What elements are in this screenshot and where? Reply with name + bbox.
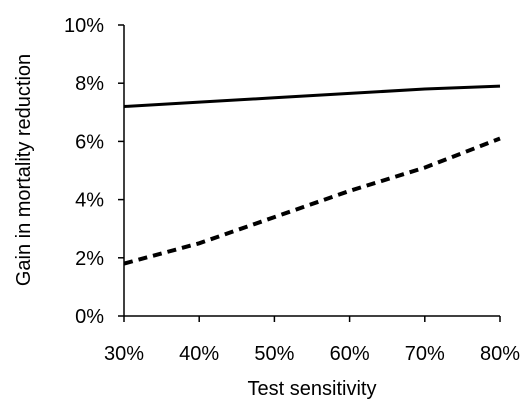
y-axis-title: Gain in mortality reduction: [13, 54, 35, 286]
y-tick-label: 6%: [75, 131, 104, 153]
x-axis-title: Test sensitivity: [248, 378, 377, 400]
series-line-dashed: [123, 136, 501, 266]
x-ticks: 30% 40% 50% 60% 70% 80%: [104, 316, 520, 365]
x-tick-label: 50%: [254, 343, 294, 365]
x-tick-label: 80%: [480, 343, 520, 365]
x-tick-label: 60%: [330, 343, 370, 365]
y-ticks: 0% 2% 4% 6% 8% 10%: [64, 15, 124, 328]
y-tick-label: 0%: [75, 306, 104, 328]
series-line-solid: [123, 84, 501, 108]
y-tick-label: 8%: [75, 73, 104, 95]
y-tick-label: 10%: [64, 15, 104, 37]
y-tick-label: 4%: [75, 190, 104, 212]
x-tick-label: 40%: [179, 343, 219, 365]
axes: [123, 25, 500, 317]
y-tick-label: 2%: [75, 248, 104, 270]
x-tick-label: 30%: [104, 343, 144, 365]
series-layer: [123, 84, 501, 266]
x-tick-label: 70%: [405, 343, 445, 365]
